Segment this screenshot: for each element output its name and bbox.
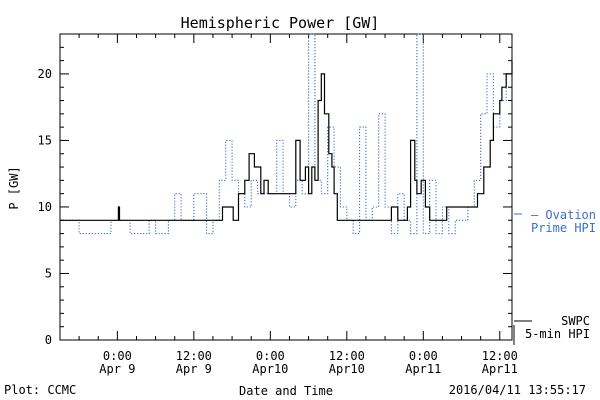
x-tick-label-date-0: Apr 9 — [99, 362, 135, 376]
y-tick-label-15: 15 — [38, 133, 52, 147]
x-tick-label-time-1: 12:00 — [176, 349, 212, 363]
plot-frame — [59, 33, 513, 341]
x-tick-label-date-4: Apr11 — [405, 362, 441, 376]
legend-swpc-line1: SWPC — [561, 314, 590, 328]
series-swpc-line — [60, 60, 513, 221]
x-axis-label: Date and Time — [239, 384, 333, 398]
series-ovation-line — [60, 33, 513, 235]
x-tick-label-date-5: Apr11 — [482, 362, 518, 376]
x-tick-label-time-3: 12:00 — [329, 349, 365, 363]
y-tick-label-5: 5 — [45, 266, 52, 280]
x-tick-label-time-5: 12:00 — [482, 349, 518, 363]
legend-swpc-line2: 5-min HPI — [525, 327, 590, 341]
y-tick-label-20: 20 — [38, 67, 52, 81]
x-tick-label-time-4: 0:00 — [409, 349, 438, 363]
x-tick-label-time-2: 0:00 — [256, 349, 285, 363]
y-tick-label-10: 10 — [38, 200, 52, 214]
x-tick-label-date-2: Apr10 — [252, 362, 288, 376]
y-axis-label: P [GW] — [7, 166, 21, 209]
chart-title: Hemispheric Power [GW] — [181, 14, 380, 32]
plot-timestamp: 2016/04/11 13:55:17 — [448, 383, 586, 397]
legend-ovation-line2: Prime HPI — [531, 221, 596, 235]
legend-ovation: — Ovation Prime HPI — [531, 208, 596, 235]
x-tick-label-date-3: Apr10 — [329, 362, 365, 376]
legend-swpc: SWPC 5-min HPI — [513, 314, 590, 345]
plot-credit: Plot: CCMC — [4, 383, 77, 397]
legend-ovation-line1: — Ovation — [531, 208, 596, 222]
x-tick-label-time-0: 0:00 — [103, 349, 132, 363]
y-tick-label-0: 0 — [45, 333, 52, 347]
x-tick-label-date-1: Apr 9 — [176, 362, 212, 376]
